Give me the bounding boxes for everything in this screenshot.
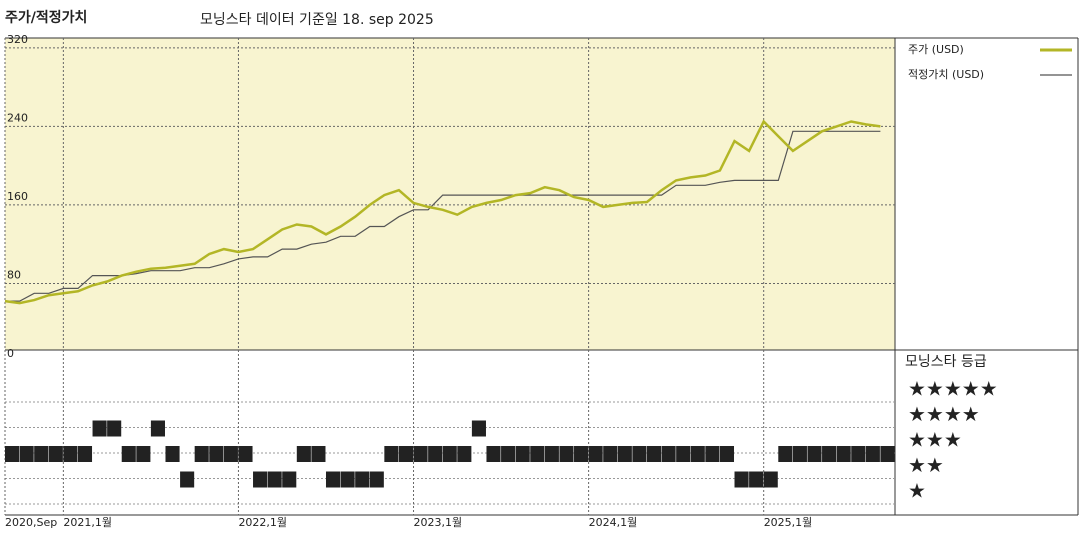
rating-bar: [238, 446, 253, 462]
rating-bar: [223, 446, 238, 462]
rating-bar: [792, 446, 807, 462]
rating-bar: [282, 471, 297, 488]
rating-bar: [428, 446, 443, 462]
rating-bar: [19, 446, 34, 462]
chart-title: 주가/적정가치: [5, 9, 87, 26]
rating-bar: [880, 446, 895, 462]
y-tick-label: 80: [7, 268, 21, 281]
rating-bar: [180, 471, 195, 488]
rating-bar: [150, 420, 165, 437]
rating-bar: [355, 471, 370, 488]
rating-bar: [617, 446, 632, 462]
chart-subtitle: 모닝스타 데이터 기준일 18. sep 2025: [200, 12, 434, 28]
price-panel: [5, 38, 895, 350]
series-line: [4, 119, 881, 305]
rating-bar: [646, 446, 662, 462]
rating-bar: [763, 471, 778, 488]
rating-bar: [588, 446, 603, 462]
y-tick-label: 240: [7, 111, 28, 124]
rating-bar: [384, 446, 399, 462]
rating-bar: [574, 446, 589, 462]
rating-bar: [851, 446, 866, 462]
rating-bar: [398, 446, 414, 462]
rating-bar: [194, 446, 209, 462]
rating-bar: [632, 446, 647, 462]
rating-level-label: ★: [908, 479, 926, 503]
rating-bar: [603, 446, 618, 462]
x-tick-label: 2022,1월: [238, 516, 287, 529]
rating-bar: [822, 446, 837, 462]
rating-level-label: ★★: [908, 453, 944, 477]
rating-bar: [457, 446, 472, 462]
rating-bar: [471, 420, 486, 437]
rating-bar: [661, 446, 676, 462]
rating-bar: [749, 471, 764, 488]
y-tick-label: 160: [7, 190, 28, 203]
rating-title: 모닝스타 등급: [905, 354, 987, 370]
rating-bar: [209, 446, 224, 462]
rating-bar: [778, 446, 793, 462]
rating-bar: [719, 446, 735, 462]
y-tick-label: 0: [7, 347, 14, 360]
rating-bar: [267, 471, 282, 488]
rating-bar: [734, 471, 749, 488]
legend-label: 주가 (USD): [908, 43, 964, 56]
rating-bar: [501, 446, 516, 462]
series-line: [5, 130, 881, 302]
rating-bar: [559, 446, 574, 462]
x-tick-label: 2021,1월: [63, 516, 112, 529]
x-tick-label: 2024,1월: [589, 516, 638, 529]
rating-bar: [311, 446, 326, 462]
rating-level-label: ★★★: [908, 428, 962, 452]
rating-bar: [5, 446, 20, 462]
rating-bar: [705, 446, 720, 462]
rating-bar: [296, 446, 311, 462]
rating-bar: [486, 446, 501, 462]
rating-bar: [165, 446, 180, 462]
rating-bar: [325, 471, 341, 488]
rating-bar: [865, 446, 880, 462]
rating-bar: [442, 446, 457, 462]
rating-bar: [121, 446, 136, 462]
rating-level-label: ★★★★: [908, 402, 980, 426]
x-tick-label: 2020,Sep: [5, 516, 57, 529]
x-tick-label: 2025,1월: [764, 516, 813, 529]
rating-bar: [136, 446, 151, 462]
rating-bar: [515, 446, 530, 462]
rating-bar: [34, 446, 49, 462]
rating-level-label: ★★★★★: [908, 377, 998, 401]
y-tick-label: 320: [7, 33, 28, 46]
rating-bar: [369, 471, 384, 488]
rating-bar: [413, 446, 428, 462]
rating-bar: [836, 446, 851, 462]
rating-bar: [340, 471, 355, 488]
rating-bar: [807, 446, 822, 462]
rating-bar: [253, 471, 268, 488]
rating-bar: [530, 446, 545, 462]
rating-bar: [690, 446, 705, 462]
rating-bar: [107, 420, 122, 437]
rating-bar: [77, 446, 93, 462]
rating-bar: [92, 420, 107, 437]
rating-bar: [544, 446, 559, 462]
x-tick-label: 2023,1월: [414, 516, 463, 529]
legend-label: 적정가치 (USD): [908, 68, 984, 81]
rating-bar: [63, 446, 78, 462]
rating-bar: [676, 446, 691, 462]
rating-bar: [48, 446, 63, 462]
